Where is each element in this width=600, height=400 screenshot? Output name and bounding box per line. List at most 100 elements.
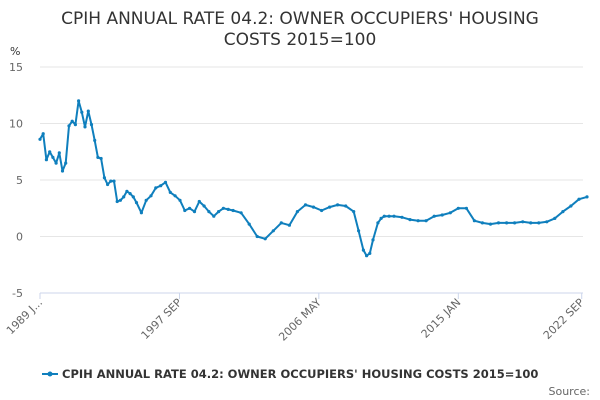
data-point[interactable] xyxy=(38,137,42,141)
data-point[interactable] xyxy=(154,186,158,190)
data-point[interactable] xyxy=(344,204,348,208)
data-point[interactable] xyxy=(70,119,74,123)
data-point[interactable] xyxy=(376,221,380,225)
data-point[interactable] xyxy=(320,208,324,213)
data-point[interactable] xyxy=(128,192,132,196)
data-point[interactable] xyxy=(263,237,267,241)
data-point[interactable] xyxy=(382,214,386,218)
data-point[interactable] xyxy=(328,205,332,209)
data-point[interactable] xyxy=(239,211,243,215)
legend[interactable]: CPIH ANNUAL RATE 04.2: OWNER OCCUPIERS' … xyxy=(42,367,538,381)
data-point[interactable] xyxy=(109,179,113,183)
data-point[interactable] xyxy=(488,222,493,226)
data-point[interactable] xyxy=(207,210,211,214)
data-point[interactable] xyxy=(202,204,206,208)
data-point[interactable] xyxy=(287,223,291,227)
data-point[interactable] xyxy=(131,195,135,199)
data-point[interactable] xyxy=(41,132,45,136)
data-point[interactable] xyxy=(168,190,172,194)
data-point[interactable] xyxy=(54,161,58,165)
data-point[interactable] xyxy=(96,155,100,159)
data-point[interactable] xyxy=(86,109,90,113)
data-point[interactable] xyxy=(80,110,84,114)
data-point[interactable] xyxy=(553,216,557,220)
data-point[interactable] xyxy=(139,211,143,215)
data-point[interactable] xyxy=(416,219,420,223)
data-point[interactable] xyxy=(125,189,129,193)
data-point[interactable] xyxy=(357,229,361,233)
data-point[interactable] xyxy=(368,251,372,255)
data-point[interactable] xyxy=(545,220,549,224)
data-point[interactable] xyxy=(149,194,153,198)
data-point[interactable] xyxy=(585,195,589,199)
data-point[interactable] xyxy=(577,197,581,201)
data-point[interactable] xyxy=(106,182,110,187)
data-point[interactable] xyxy=(173,194,177,198)
data-point[interactable] xyxy=(480,221,484,225)
data-point[interactable] xyxy=(102,176,106,180)
data-point[interactable] xyxy=(521,220,525,224)
data-point[interactable] xyxy=(178,198,182,202)
data-point[interactable] xyxy=(400,215,404,219)
data-point[interactable] xyxy=(408,218,412,222)
data-point[interactable] xyxy=(255,234,259,239)
data-point[interactable] xyxy=(352,210,356,214)
data-point[interactable] xyxy=(311,205,316,209)
data-point[interactable] xyxy=(379,216,383,220)
data-point[interactable] xyxy=(432,214,436,218)
data-point[interactable] xyxy=(134,201,139,205)
data-point[interactable] xyxy=(303,203,308,207)
data-point[interactable] xyxy=(569,204,573,208)
data-point[interactable] xyxy=(336,203,340,207)
data-point[interactable] xyxy=(226,207,230,211)
data-point[interactable] xyxy=(387,214,391,218)
data-point[interactable] xyxy=(64,161,68,165)
data-point[interactable] xyxy=(440,213,444,217)
data-point[interactable] xyxy=(192,210,197,214)
data-point[interactable] xyxy=(73,123,77,127)
data-point[interactable] xyxy=(271,229,275,233)
data-point[interactable] xyxy=(197,199,201,204)
data-point[interactable] xyxy=(392,214,396,218)
data-point[interactable] xyxy=(295,210,299,214)
data-point[interactable] xyxy=(505,221,509,225)
data-point[interactable] xyxy=(48,150,52,154)
data-point[interactable] xyxy=(77,99,81,103)
data-point[interactable] xyxy=(89,123,94,127)
data-point[interactable] xyxy=(57,151,61,155)
data-point[interactable] xyxy=(365,254,369,258)
data-point[interactable] xyxy=(144,198,148,202)
data-point[interactable] xyxy=(122,195,126,199)
data-point[interactable] xyxy=(188,206,192,210)
data-point[interactable] xyxy=(163,180,168,184)
data-point[interactable] xyxy=(371,238,375,242)
data-point[interactable] xyxy=(456,206,460,210)
data-point[interactable] xyxy=(83,125,87,129)
data-point[interactable] xyxy=(247,222,251,226)
data-point[interactable] xyxy=(118,198,122,202)
data-point[interactable] xyxy=(448,211,452,215)
data-point[interactable] xyxy=(112,179,116,183)
data-point[interactable] xyxy=(217,210,221,214)
data-point[interactable] xyxy=(67,124,71,128)
data-point[interactable] xyxy=(496,221,501,225)
data-point[interactable] xyxy=(279,221,283,225)
data-point[interactable] xyxy=(44,158,49,162)
data-point[interactable] xyxy=(529,221,533,225)
data-point[interactable] xyxy=(51,155,55,159)
data-point[interactable] xyxy=(361,248,365,252)
data-point[interactable] xyxy=(231,208,235,213)
data-point[interactable] xyxy=(183,208,187,213)
data-point[interactable] xyxy=(93,138,97,142)
data-point[interactable] xyxy=(221,206,225,210)
data-point[interactable] xyxy=(60,169,65,173)
data-point[interactable] xyxy=(561,210,565,214)
data-point[interactable] xyxy=(513,221,517,225)
data-point[interactable] xyxy=(472,219,476,223)
data-point[interactable] xyxy=(99,156,103,161)
data-point[interactable] xyxy=(159,184,163,188)
data-point[interactable] xyxy=(464,206,468,210)
data-point[interactable] xyxy=(424,219,428,223)
data-point[interactable] xyxy=(537,221,541,225)
data-point[interactable] xyxy=(115,199,119,204)
